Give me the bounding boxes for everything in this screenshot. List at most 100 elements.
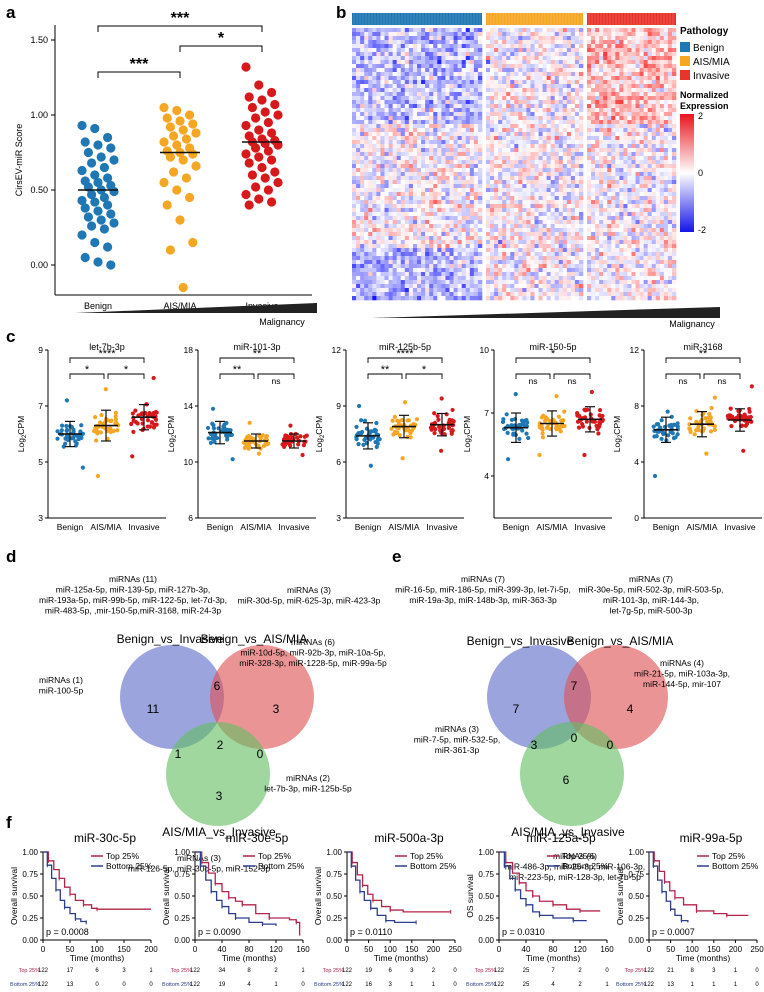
heatmap-cell — [546, 288, 551, 293]
heatmap-cell — [667, 120, 673, 125]
heatmap-cell — [437, 236, 442, 241]
heatmap-cell — [514, 248, 519, 253]
heatmap-cell — [607, 148, 612, 153]
heatmap-cell — [518, 156, 523, 161]
heatmap-cell — [392, 148, 397, 153]
heatmap-cell — [473, 296, 479, 301]
heatmap-cell — [578, 180, 584, 185]
heatmap-cell — [494, 204, 499, 209]
heatmap-cell — [433, 84, 438, 89]
heatmap-cell — [510, 136, 515, 141]
heatmap-cell — [449, 112, 454, 117]
heatmap-cell — [550, 52, 556, 57]
heatmap-cell — [384, 148, 389, 153]
heatmap-cell — [639, 136, 644, 141]
heatmap-cell — [388, 236, 393, 241]
heatmap-cell — [643, 76, 648, 81]
heatmap-cell — [550, 184, 556, 189]
heatmap-cell — [518, 200, 523, 205]
heatmap-cell — [643, 104, 648, 109]
heatmap-cell — [429, 212, 434, 217]
heatmap-cell — [663, 80, 669, 85]
heatmap-cell — [441, 156, 446, 161]
data-point — [241, 120, 251, 131]
gradient-label: Malignancy — [259, 317, 305, 327]
heatmap-cell — [566, 224, 572, 229]
heatmap-cell — [429, 32, 434, 37]
heatmap-cell — [380, 152, 385, 157]
data-point — [159, 102, 169, 113]
heatmap-cell — [554, 240, 560, 245]
heatmap-cell — [611, 116, 616, 121]
heatmap-cell — [514, 188, 519, 193]
heatmap-cell — [546, 252, 551, 257]
heatmap-cell — [433, 52, 438, 57]
heatmap-cell — [457, 108, 462, 113]
heatmap-cell — [603, 104, 608, 109]
heatmap-cell — [494, 132, 499, 137]
heatmap-cell — [441, 236, 446, 241]
heatmap-cell — [522, 36, 527, 41]
heatmap-cell — [542, 56, 547, 61]
heatmap-cell — [421, 156, 426, 161]
heatmap-cell — [671, 144, 677, 149]
heatmap-cell — [554, 88, 560, 93]
heatmap-cell — [441, 92, 446, 97]
heatmap-cell — [457, 204, 462, 209]
heatmap-cell — [554, 176, 560, 181]
heatmap-cell — [510, 56, 515, 61]
heatmap-cell — [400, 72, 406, 77]
heatmap-cell — [522, 164, 527, 169]
heatmap-cell — [490, 224, 495, 229]
heatmap-cell — [360, 88, 365, 93]
heatmap-cell — [457, 28, 462, 33]
heatmap-cell — [574, 104, 580, 109]
heatmap-cell — [356, 40, 361, 45]
heatmap-cell — [546, 200, 551, 205]
heatmap-cell — [542, 296, 547, 301]
heatmap-cell — [554, 60, 560, 65]
heatmap-cell — [623, 172, 628, 177]
heatmap-cell — [546, 44, 551, 49]
heatmap-cell — [380, 120, 385, 125]
heatmap-cell — [486, 52, 491, 57]
heatmap-cell — [437, 96, 442, 101]
data-point — [241, 149, 251, 159]
heatmap-cell — [425, 64, 430, 69]
heatmap-cell — [408, 108, 414, 113]
heatmap-cell — [558, 228, 564, 233]
heatmap-cell — [659, 32, 665, 37]
heatmap-cell — [607, 152, 612, 157]
heatmap-cell — [595, 196, 600, 201]
heatmap-cell — [396, 60, 402, 65]
heatmap-cell — [490, 80, 495, 85]
heatmap-cell — [502, 160, 507, 165]
heatmap-cell — [562, 60, 568, 65]
heatmap-cell — [425, 204, 430, 209]
heatmap-cell — [494, 36, 499, 41]
heatmap-cell — [396, 188, 402, 193]
heatmap-cell — [659, 160, 665, 165]
heatmap-cell — [453, 80, 458, 85]
heatmap-cell — [546, 232, 551, 237]
heatmap-cell — [352, 60, 357, 65]
heatmap-cell — [494, 220, 499, 225]
heatmap-cell — [465, 76, 471, 81]
heatmap-cell — [408, 248, 414, 253]
heatmap-cell — [372, 68, 377, 73]
heatmap-cell — [384, 268, 389, 273]
heatmap-cell — [587, 88, 592, 93]
data-point — [175, 116, 185, 126]
heatmap-cell — [506, 232, 511, 237]
heatmap-cell — [400, 160, 406, 165]
heatmap-cell — [623, 60, 628, 65]
heatmap-cell — [534, 96, 539, 101]
heatmap-cell — [364, 120, 369, 125]
heatmap-cell — [469, 264, 475, 269]
heatmap-cell — [542, 224, 547, 229]
heatmap-cell — [506, 236, 511, 241]
heatmap-cell — [421, 48, 426, 53]
heatmap-cell — [494, 120, 499, 125]
data-point — [77, 195, 87, 206]
heatmap-cell — [587, 188, 592, 193]
